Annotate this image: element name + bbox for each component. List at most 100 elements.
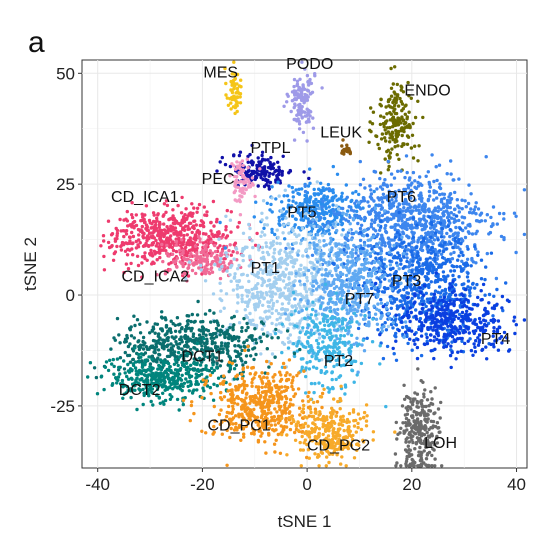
cell-point: [410, 296, 414, 301]
cell-point: [330, 273, 334, 278]
cell-point: [228, 218, 233, 222]
cell-point: [350, 231, 354, 236]
cell-point: [302, 170, 306, 174]
cell-point: [466, 230, 471, 234]
cell-point: [389, 295, 393, 299]
cell-point: [341, 211, 345, 215]
cell-point: [310, 90, 315, 95]
cell-point: [388, 273, 392, 277]
cell-point: [359, 223, 364, 227]
cell-point: [386, 324, 391, 329]
cell-point: [170, 252, 175, 256]
cell-point: [328, 199, 332, 203]
cell-point: [449, 216, 454, 220]
cell-point: [312, 351, 316, 355]
cell-point: [461, 320, 465, 324]
cell-point: [167, 217, 171, 222]
cell-point: [406, 235, 410, 239]
cell-point: [202, 205, 206, 209]
cell-point: [473, 286, 477, 290]
cell-point: [437, 263, 441, 267]
cell-point: [371, 268, 375, 273]
cell-point: [410, 263, 415, 267]
cell-point: [412, 338, 416, 343]
cell-point: [325, 225, 330, 229]
cell-point: [366, 261, 371, 265]
cell-point: [332, 222, 336, 226]
cell-point: [306, 268, 311, 273]
cell-point: [416, 184, 421, 188]
cell-point: [411, 235, 416, 240]
cell-point: [279, 208, 283, 213]
cell-point: [118, 217, 122, 222]
cell-point: [414, 267, 418, 272]
cell-point: [329, 223, 333, 227]
cell-point: [356, 271, 360, 276]
cell-point: [436, 216, 440, 221]
cell-point: [409, 146, 414, 150]
cell-point: [343, 343, 347, 347]
cell-point: [406, 300, 410, 304]
cell-point: [306, 299, 310, 303]
cell-point: [450, 350, 454, 355]
cell-point: [195, 210, 199, 214]
cell-point: [391, 137, 395, 142]
cell-point: [448, 260, 452, 264]
cell-point: [408, 216, 413, 220]
cell-point: [442, 292, 446, 296]
cell-point: [324, 308, 328, 312]
cell-point: [411, 170, 416, 175]
cell-point: [454, 225, 458, 230]
plot-panel: [81, 59, 528, 469]
cell-point: [392, 243, 396, 248]
cell-point: [419, 267, 423, 272]
cell-point: [416, 281, 420, 285]
cell-point: [492, 345, 496, 349]
cell-point: [394, 111, 399, 116]
cell-point: [175, 265, 179, 269]
cell-point: [164, 210, 168, 214]
cell-point: [179, 223, 183, 228]
cell-point: [123, 340, 127, 344]
cell-point: [336, 307, 340, 312]
cell-point: [346, 150, 350, 154]
cell-point: [312, 331, 316, 336]
cell-point: [195, 251, 199, 255]
cell-point: [378, 332, 382, 337]
cell-point: [135, 254, 140, 258]
cell-point: [429, 230, 434, 234]
cell-point: [366, 294, 370, 298]
cell-point: [454, 332, 458, 336]
cell-point: [125, 209, 129, 214]
cell-point: [301, 86, 306, 91]
cell-point: [489, 342, 493, 347]
cell-point: [325, 195, 330, 199]
cell-point: [321, 340, 325, 344]
cell-point: [296, 92, 300, 96]
cell-point: [315, 325, 320, 329]
cell-point: [311, 126, 316, 130]
cell-point: [198, 260, 203, 265]
cell-point: [383, 273, 387, 277]
cell-point: [327, 354, 331, 359]
cell-point: [393, 227, 397, 232]
cell-point: [280, 302, 285, 306]
cell-point: [380, 206, 384, 210]
cell-point: [452, 299, 456, 304]
cell-point: [405, 252, 409, 256]
cell-point: [389, 94, 394, 98]
cell-point: [322, 212, 326, 217]
cell-point: [221, 347, 225, 351]
cell-point: [328, 242, 332, 246]
cell-point: [452, 250, 456, 255]
cell-point: [458, 326, 462, 331]
cell-point: [286, 336, 290, 340]
cell-point: [148, 253, 153, 257]
cell-point: [313, 236, 317, 240]
cell-point: [265, 223, 270, 227]
cell-point: [355, 373, 359, 377]
cell-point: [341, 317, 345, 321]
cell-point: [378, 256, 382, 261]
cell-point: [334, 252, 338, 256]
cell-point: [360, 263, 364, 267]
